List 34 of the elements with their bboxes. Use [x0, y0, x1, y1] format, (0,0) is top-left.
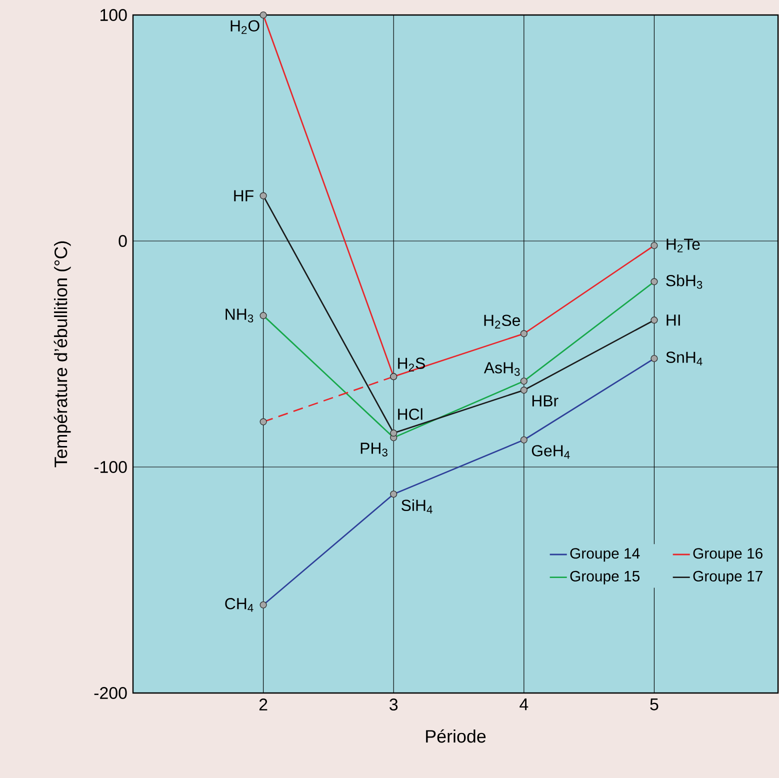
y-tick-label: -100	[94, 460, 127, 473]
y-axis-title: Température d’ébullition (°C)	[54, 241, 71, 468]
point	[650, 316, 658, 324]
annotation: H$_{2}$O	[230, 20, 260, 34]
x-tick-label: 2	[259, 698, 268, 710]
x-tick-label: 4	[520, 698, 528, 710]
legend-label: Groupe 16	[693, 548, 762, 562]
x-axis-title: Période	[426, 729, 486, 743]
annotation: NH$_{3}$	[226, 308, 254, 322]
annotation: SnH$_{4}$	[666, 352, 702, 366]
y-tick-label: -200	[94, 687, 127, 699]
x-tick-label: 5	[650, 698, 658, 710]
legend-label: Groupe 15	[570, 570, 640, 584]
annotation: HF	[234, 190, 254, 202]
annotation: H$_{2}$S	[398, 358, 425, 372]
annotation: AsH$_{3}$	[484, 362, 520, 376]
annotation: SbH$_{3}$	[666, 274, 702, 289]
point	[390, 430, 398, 437]
point	[260, 192, 267, 200]
annotation: SiH$_{4}$	[402, 499, 432, 514]
annotation: GeH$_{4}$	[532, 445, 570, 459]
y-tick-label: 0	[118, 234, 127, 247]
annotation: HBr	[532, 395, 558, 406]
annotation: HI	[666, 314, 680, 326]
x-tick-label: 3	[390, 698, 398, 711]
annotation: PH$_{3}$	[360, 442, 388, 456]
annotation: H$_{2}$Se	[484, 314, 520, 328]
annotation: HCl	[398, 408, 422, 420]
y-tick-label: 100	[100, 8, 127, 21]
legend-label: Groupe 14	[570, 548, 640, 562]
point	[520, 386, 528, 394]
annotation: CH$_{4}$	[225, 598, 254, 612]
legend-label: Groupe 17	[693, 570, 762, 584]
annotation: H$_{2}$Te	[666, 238, 700, 252]
